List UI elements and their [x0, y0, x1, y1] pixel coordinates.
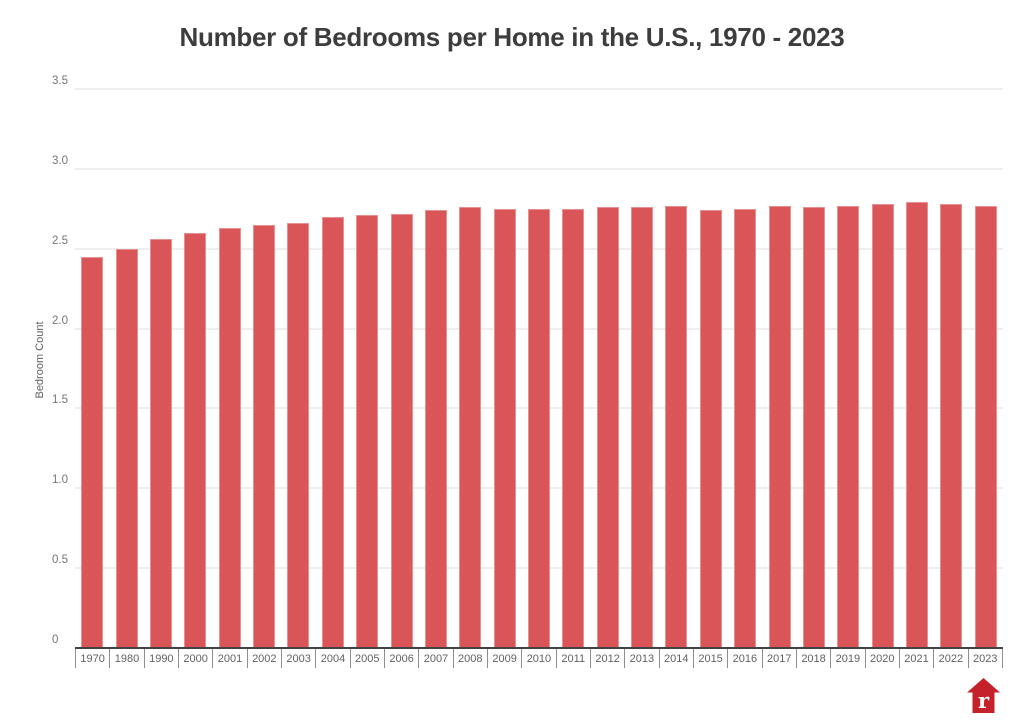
x-tick-label-2022: 2022: [933, 649, 967, 668]
bar-2021: [906, 202, 929, 648]
x-tick-label-2023: 2023: [967, 649, 1003, 668]
bar-2017: [768, 205, 791, 648]
gridline-3.0: [75, 167, 1003, 170]
x-tick-label-2005: 2005: [349, 649, 384, 668]
bar-2009: [493, 208, 516, 648]
x-tick-label-2007: 2007: [418, 649, 452, 668]
bar-2016: [734, 208, 757, 648]
bar-2000: [184, 232, 207, 648]
x-tick-label-2002: 2002: [246, 649, 281, 668]
bar-2018: [802, 207, 825, 648]
bar-1970: [81, 256, 104, 648]
bar-2003: [287, 223, 310, 648]
bar-2010: [528, 208, 550, 648]
x-tick-label-2018: 2018: [795, 649, 830, 668]
bar-2013: [631, 207, 654, 648]
x-tick-label-2003: 2003: [280, 649, 315, 668]
bar-2007: [424, 210, 447, 648]
chart-title: Number of Bedrooms per Home in the U.S.,…: [179, 22, 845, 52]
y-tick-label-3.0: 3.0: [52, 154, 68, 167]
bar-2001: [218, 227, 241, 648]
x-tick-label-2021: 2021: [898, 649, 933, 668]
x-tick-label-1980: 1980: [109, 649, 143, 668]
x-axis-line: [75, 647, 1003, 649]
x-tick-label-2011: 2011: [555, 649, 590, 668]
bar-2023: [974, 205, 997, 648]
bar-2012: [596, 207, 619, 648]
y-tick-label-3.5: 3.5: [52, 75, 68, 87]
plot-area: [75, 0, 1003, 648]
y-tick-label-0: 0: [52, 634, 59, 646]
bar-2011: [562, 208, 585, 648]
bar-2022: [940, 204, 963, 648]
logo-body: [972, 692, 995, 713]
bar-2005: [356, 215, 379, 648]
bar-2002: [253, 224, 276, 648]
x-tick-label-2008: 2008: [452, 649, 487, 668]
x-tick-labels: 1970 1980 1990 2000 2001 2002 2003 2004 2005 2006…: [75, 649, 1003, 668]
y-tick-label-1.5: 1.5: [52, 394, 68, 407]
x-tick-label-2016: 2016: [727, 649, 761, 668]
x-tick-label-2020: 2020: [864, 649, 899, 668]
x-tick-label-2013: 2013: [624, 649, 658, 668]
x-tick-label-2019: 2019: [830, 649, 864, 668]
bar-2020: [871, 204, 894, 648]
x-tick-label-1970: 1970: [75, 649, 109, 668]
y-axis-title: Bedroom Count: [34, 321, 46, 399]
logo-roof: [967, 678, 1000, 693]
logo-letter: r: [978, 688, 990, 713]
bar-1980: [115, 248, 138, 648]
x-tick-label-2014: 2014: [658, 649, 693, 668]
x-tick-label-2015: 2015: [692, 649, 727, 668]
x-tick-label-2012: 2012: [589, 649, 624, 668]
bar-2006: [390, 213, 413, 648]
x-tick-label-2004: 2004: [315, 649, 349, 668]
bar-2015: [699, 210, 722, 648]
x-tick-label-2001: 2001: [212, 649, 246, 668]
y-tick-label-1.0: 1.0: [52, 474, 68, 487]
bar-2014: [665, 205, 688, 648]
y-tick-label-2.0: 2.0: [52, 314, 68, 327]
redfin-house-logo: r: [967, 678, 1000, 713]
x-tick-label-2006: 2006: [383, 649, 418, 668]
x-tick-label-2010: 2010: [521, 649, 555, 668]
x-tick-label-2009: 2009: [486, 649, 521, 668]
x-tick-label-2017: 2017: [761, 649, 796, 668]
bar-2004: [321, 216, 344, 648]
y-tick-label-2.5: 2.5: [52, 234, 68, 247]
y-tick-label-0.5: 0.5: [52, 554, 68, 567]
bar-2019: [837, 205, 860, 648]
bar-2008: [459, 207, 482, 648]
bar-1990: [149, 239, 172, 648]
gridline-3.5: [75, 88, 1003, 90]
x-tick-label-2000: 2000: [177, 649, 212, 668]
x-tick-label-1990: 1990: [143, 649, 178, 668]
